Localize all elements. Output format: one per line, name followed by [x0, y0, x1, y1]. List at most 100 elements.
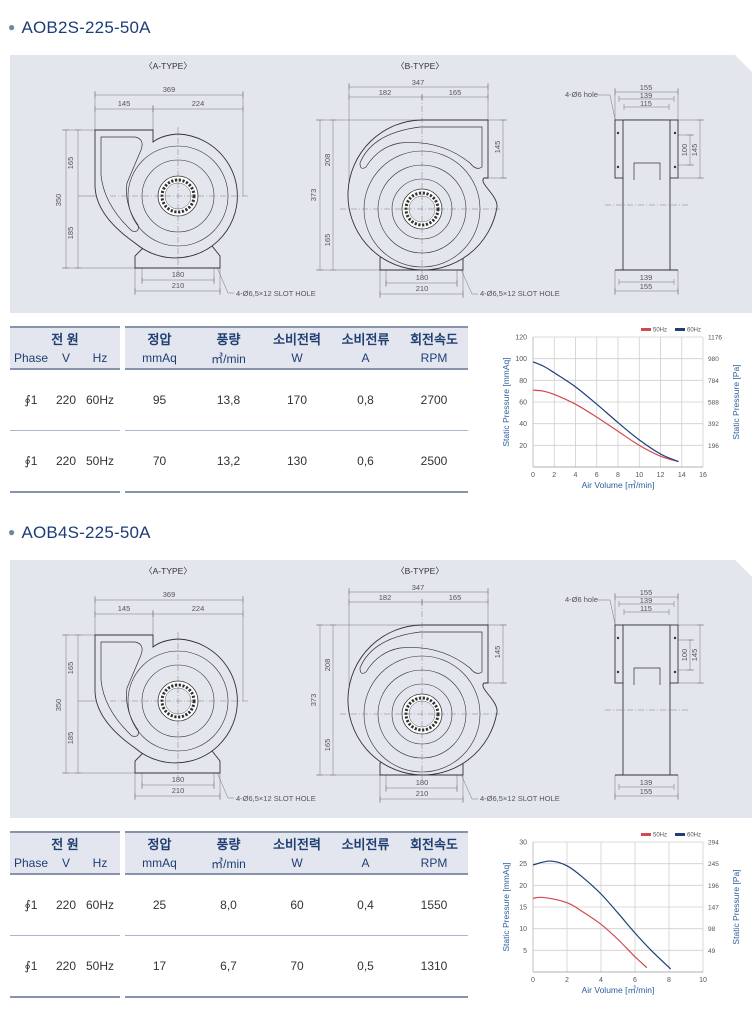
header-phase: Phase [10, 348, 52, 370]
voltage-cell: 220 [52, 369, 80, 431]
table-row: 95 13,8 170 0,8 2700 [125, 369, 468, 431]
side-dim-v2: 145 [690, 144, 699, 157]
x-tick-label: 2 [552, 472, 556, 479]
b-dim-height-1: 208 [323, 659, 332, 672]
side-dim-top-3: 115 [640, 99, 652, 108]
a-dim-width-2: 224 [192, 99, 205, 108]
b-dim-base-2: 210 [416, 284, 429, 293]
y2-axis-label: Static Pressure [Pa] [731, 869, 741, 944]
header-power-supply: 전 원 [10, 831, 120, 853]
side-dim-top-1: 155 [640, 588, 653, 597]
y2-tick-label: 392 [708, 421, 719, 428]
b-dim-width-1: 182 [379, 88, 392, 97]
pressure-cell: 25 [125, 874, 194, 936]
bullet-icon: ● [8, 525, 16, 539]
legend-label: 60Hz [687, 328, 701, 334]
a-dim-height: 350 [54, 699, 63, 712]
header-airflow: 풍량 [194, 326, 263, 348]
frequency-cell: 60Hz [80, 874, 120, 936]
x-tick-label: 6 [633, 977, 637, 984]
b-dim-height: 373 [309, 694, 318, 707]
x-tick-label: 4 [599, 977, 603, 984]
performance-chart: 0 2 4 6 8 10 5 49 10 98 15 147 20 196 25 245 30 294 Air Vo… [501, 833, 741, 996]
pressure-cell: 70 [125, 430, 194, 493]
phase-cell: ∮1 [10, 430, 52, 493]
y-tick-label: 20 [519, 883, 527, 890]
header-rpm: 회전속도 [400, 831, 468, 853]
x-axis-label: Air Volume [㎥/min] [582, 985, 655, 995]
table-row: ∮1 220 50Hz [10, 430, 120, 493]
y-tick-label: 120 [515, 335, 527, 342]
side-view-body [622, 624, 671, 776]
phase-cell: ∮1 [10, 874, 52, 936]
a-dim-width: 369 [163, 85, 176, 94]
legend-swatch [641, 328, 651, 331]
product-title: ● AOB4S-225-50A [8, 523, 151, 543]
side-dim-bottom-2: 155 [640, 282, 653, 291]
current-cell: 0,6 [331, 430, 400, 493]
voltage-cell: 220 [52, 874, 80, 936]
table-row: 17 6,7 70 0,5 1310 [125, 935, 468, 998]
a-dim-height-1: 165 [66, 662, 75, 675]
y-tick-label: 80 [519, 378, 527, 385]
y2-tick-label: 588 [708, 400, 719, 407]
side-dim-v1: 100 [680, 649, 689, 662]
table-row: ∮1 220 60Hz [10, 369, 120, 431]
a-dim-base-2: 210 [172, 786, 185, 795]
x-axis-label: Air Volume [㎥/min] [582, 480, 655, 490]
b-dim-outlet: 145 [493, 141, 502, 154]
side-dim-top-1: 155 [640, 83, 653, 92]
a-dim-width-2: 224 [192, 604, 205, 613]
dimension-drawing: 〈A-TYPE〉 369 145 224 350 165 185 180 210 4-Ø6,5×… [54, 61, 704, 298]
product-title-text: AOB2S-225-50A [21, 18, 151, 37]
unit-rpm: RPM [400, 348, 468, 370]
x-tick-label: 0 [531, 472, 535, 479]
rpm-cell: 1310 [400, 935, 468, 998]
b-type-label: 〈B-TYPE〉 [396, 61, 444, 71]
side-view-body [622, 119, 671, 271]
y2-tick-label: 294 [708, 840, 719, 847]
b-dim-width-1: 182 [379, 593, 392, 602]
b-dim-width-2: 165 [449, 593, 462, 602]
rpm-cell: 1550 [400, 874, 468, 936]
dimension-drawing: 〈A-TYPE〉 369 145 224 350 165 185 180 210 4-Ø6,5×… [54, 566, 704, 803]
header-phase: Phase [10, 853, 52, 875]
x-tick-label: 16 [699, 472, 707, 479]
legend-label: 50Hz [653, 833, 667, 839]
power-cell: 60 [263, 874, 331, 936]
power-cell: 170 [263, 369, 331, 431]
a-dim-width-1: 145 [118, 604, 131, 613]
y-tick-label: 10 [519, 926, 527, 933]
b-dim-height-2: 165 [323, 234, 332, 247]
legend-label: 50Hz [653, 328, 667, 334]
b-slot-hole-label: 4-Ø6,5×12 SLOT HOLE [480, 794, 560, 803]
a-slot-hole-label: 4-Ø6,5×12 SLOT HOLE [236, 794, 316, 803]
x-tick-label: 10 [699, 977, 707, 984]
table-row: ∮1 220 50Hz [10, 935, 120, 998]
performance-table: 정압 풍량 소비전력 소비전류 회전속도 mmAq ㎥/min W A RPM 25 8,0 60 0,… [125, 831, 468, 998]
y2-tick-label: 245 [708, 861, 719, 868]
frequency-cell: 50Hz [80, 430, 120, 493]
x-tick-label: 4 [574, 472, 578, 479]
x-tick-label: 14 [678, 472, 686, 479]
unit-pressure: mmAq [125, 853, 194, 875]
header-current: 소비전류 [331, 831, 400, 853]
header-pressure: 정압 [125, 831, 194, 853]
bullet-icon: ● [8, 20, 16, 34]
header-airflow: 풍량 [194, 831, 263, 853]
header-pressure: 정압 [125, 326, 194, 348]
b-dim-width: 347 [412, 78, 425, 87]
frequency-cell: 50Hz [80, 935, 120, 998]
power-table: 전 원 Phase V Hz ∮1 220 60Hz ∮1 220 50Hz [10, 831, 120, 998]
x-tick-label: 12 [657, 472, 665, 479]
header-power: 소비전력 [263, 831, 331, 853]
b-dim-base-2: 210 [416, 789, 429, 798]
voltage-cell: 220 [52, 430, 80, 493]
legend-swatch [675, 833, 685, 836]
pressure-cell: 95 [125, 369, 194, 431]
a-dim-base-1: 180 [172, 775, 185, 784]
side-dim-top-3: 115 [640, 604, 652, 613]
series-line-60hz [532, 860, 672, 970]
airflow-cell: 6,7 [194, 935, 263, 998]
b-type-label: 〈B-TYPE〉 [396, 566, 444, 576]
